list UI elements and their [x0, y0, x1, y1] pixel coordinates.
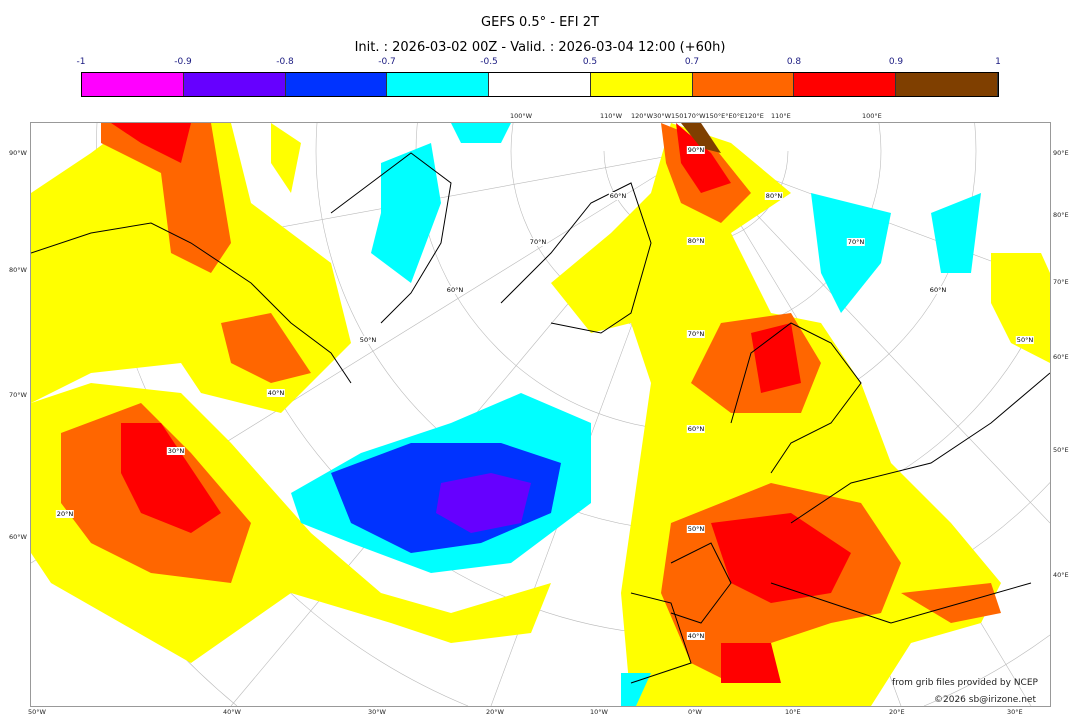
- axis-bottom-label: 20°W: [486, 708, 504, 716]
- colorbar-tick: -0.7: [378, 57, 396, 67]
- colorbar-tick: -1: [76, 57, 86, 67]
- colorbar-segment: [590, 73, 693, 96]
- axis-left-label: 70°W: [9, 391, 27, 399]
- colorbar-tick: 0.7: [684, 57, 700, 67]
- axis-bottom-label: 20°E: [889, 708, 905, 716]
- axis-top-label: 110°E: [771, 112, 791, 120]
- efi-violet-regions: [436, 473, 531, 533]
- colorbar-segment: [82, 73, 184, 96]
- axis-top-label: 110°W: [600, 112, 623, 120]
- chart-subtitle: Init. : 2026-03-02 00Z - Valid. : 2026-0…: [354, 40, 726, 55]
- axis-top-label: 100°W: [510, 112, 533, 120]
- axis-bottom-label: 10°E: [785, 708, 801, 716]
- lat-label: 70°N: [846, 238, 866, 246]
- axis-right-label: 40°E: [1053, 571, 1069, 579]
- axis-right-label: 60°E: [1053, 353, 1069, 361]
- lat-label: 70°N: [686, 330, 706, 338]
- lat-label: 60°N: [445, 286, 465, 294]
- colorbar-segment: [183, 73, 286, 96]
- axis-top-label: 100°E: [862, 112, 882, 120]
- axis-bottom-label: 50°W: [28, 708, 46, 716]
- lat-label: 30°N: [166, 447, 186, 455]
- axis-bottom-label: 10°W: [590, 708, 608, 716]
- colorbar-tick: 0.9: [888, 57, 904, 67]
- axis-right-label: 50°E: [1053, 446, 1069, 454]
- lat-label: 60°N: [608, 192, 628, 200]
- lat-label: 70°N: [528, 238, 548, 246]
- colorbar-segment: [896, 73, 999, 96]
- colorbar-tick: -0.5: [480, 57, 498, 67]
- efi-field: [31, 123, 1050, 706]
- colorbar: [81, 72, 999, 97]
- axis-left-label: 90°W: [9, 149, 27, 157]
- lat-label: 50°N: [686, 525, 706, 533]
- colorbar-segment: [489, 73, 591, 96]
- colorbar-tick: 1: [995, 57, 1001, 67]
- colorbar-segment: [285, 73, 388, 96]
- colorbar-tick: -0.9: [174, 57, 192, 67]
- efi-red-regions: [111, 123, 851, 683]
- lat-label: 50°N: [358, 336, 378, 344]
- colorbar-tick: -0.8: [276, 57, 294, 67]
- coastlines: [31, 152, 1050, 684]
- axis-top-label: 120°W30°W150170°W150°E°E0°E120°E: [631, 112, 764, 120]
- lat-label: 90°N: [686, 146, 706, 154]
- colorbar-tick: 0.5: [582, 57, 598, 67]
- axis-bottom-label: 30°E: [1007, 708, 1023, 716]
- credit-copyright: ©2026 sb@irizone.net: [934, 695, 1036, 705]
- axis-bottom-label: 0°W: [688, 708, 702, 716]
- lat-label: 40°N: [686, 632, 706, 640]
- credit-source: from grib files provided by NCEP: [892, 678, 1038, 688]
- axis-right-label: 70°E: [1053, 278, 1069, 286]
- map-panel: 90°N 80°N 70°N 60°N 50°N 40°N 60°N 70°N …: [30, 122, 1051, 707]
- lat-label: 40°N: [266, 389, 286, 397]
- axis-bottom-label: 30°W: [368, 708, 386, 716]
- lat-label: 60°N: [928, 286, 948, 294]
- axis-bottom-label: 40°W: [223, 708, 241, 716]
- efi-brown-regions: [681, 123, 721, 153]
- lat-label: 20°N: [55, 510, 75, 518]
- chart-title: GEFS 0.5° - EFI 2T: [481, 15, 599, 30]
- axis-right-label: 90°E: [1053, 149, 1069, 157]
- lat-label: 80°N: [764, 192, 784, 200]
- colorbar-tick: 0.8: [786, 57, 802, 67]
- axis-right-label: 80°E: [1053, 211, 1069, 219]
- lat-label: 80°N: [686, 237, 706, 245]
- colorbar-segment: [387, 73, 490, 96]
- colorbar-segment: [692, 73, 795, 96]
- colorbar-segment: [794, 73, 897, 96]
- lat-label: 50°N: [1015, 336, 1035, 344]
- axis-left-label: 80°W: [9, 266, 27, 274]
- lat-label: 60°N: [686, 425, 706, 433]
- axis-left-label: 60°W: [9, 533, 27, 541]
